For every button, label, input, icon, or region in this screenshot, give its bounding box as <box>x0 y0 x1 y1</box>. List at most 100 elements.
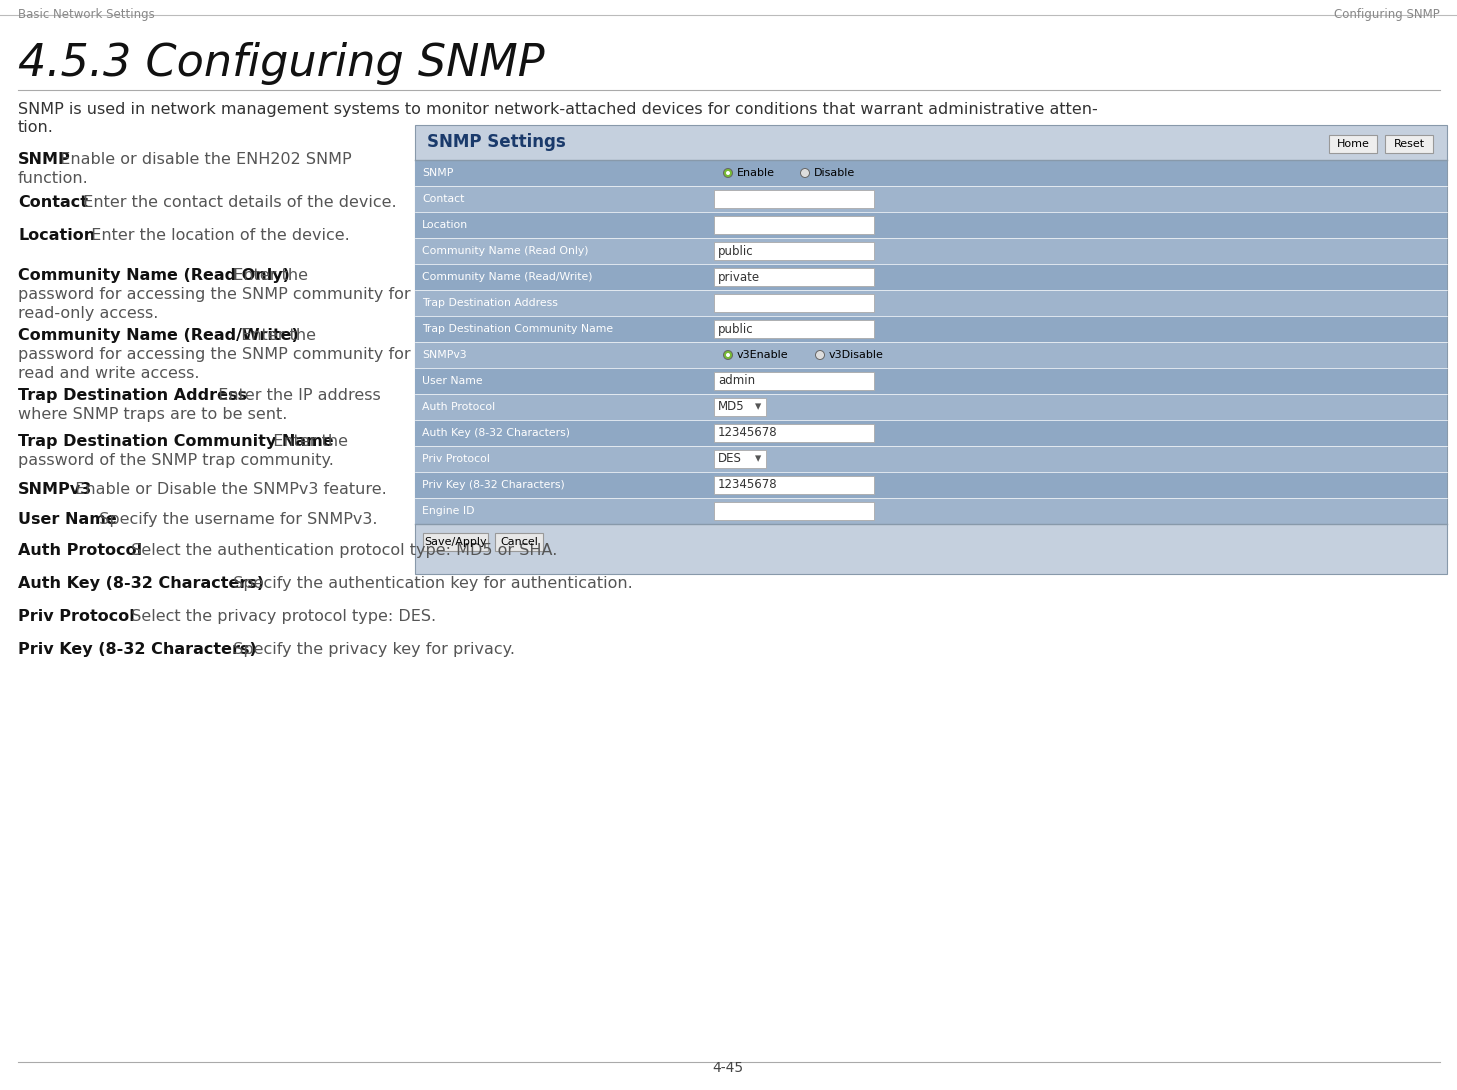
Bar <box>714 320 874 338</box>
Text: 12345678: 12345678 <box>718 479 778 492</box>
Text: SNMP is used in network management systems to monitor network-attached devices f: SNMP is used in network management syste… <box>17 102 1097 117</box>
Text: Specify the username for SNMPv3.: Specify the username for SNMPv3. <box>89 512 377 526</box>
Bar <box>714 502 874 520</box>
Circle shape <box>724 169 733 178</box>
Text: Location: Location <box>17 228 95 243</box>
Bar <box>415 125 1447 574</box>
Text: Disable: Disable <box>813 168 855 178</box>
Bar <box>710 498 1447 524</box>
Text: Select the authentication protocol type: MD5 or SHA.: Select the authentication protocol type:… <box>121 543 557 558</box>
Bar <box>415 186 710 211</box>
Bar <box>415 393 710 420</box>
Bar <box>710 446 1447 472</box>
Bar <box>710 342 1447 368</box>
Text: tion.: tion. <box>17 120 54 135</box>
Bar <box>714 216 874 234</box>
Bar <box>710 368 1447 393</box>
Bar <box>1386 135 1434 153</box>
Text: admin: admin <box>718 375 755 388</box>
Bar <box>415 290 710 316</box>
Bar <box>415 446 710 472</box>
Text: Specify the privacy key for privacy.: Specify the privacy key for privacy. <box>223 642 516 657</box>
Text: Reset: Reset <box>1393 140 1425 149</box>
Text: Enter the IP address: Enter the IP address <box>207 388 380 403</box>
Circle shape <box>726 353 730 358</box>
Bar <box>714 372 874 390</box>
Circle shape <box>726 171 730 175</box>
Bar <box>714 242 874 261</box>
Text: 4-45: 4-45 <box>712 1061 743 1075</box>
Text: SNMPv3: SNMPv3 <box>17 482 92 497</box>
Text: SNMP: SNMP <box>423 168 453 178</box>
Text: Community Name (Read/Write): Community Name (Read/Write) <box>17 328 299 343</box>
Text: SNMP: SNMP <box>17 152 71 167</box>
Bar <box>714 476 874 494</box>
Bar <box>710 472 1447 498</box>
Text: MD5: MD5 <box>718 400 745 413</box>
Bar <box>710 186 1447 211</box>
Bar <box>415 420 710 446</box>
Text: read and write access.: read and write access. <box>17 366 200 381</box>
Text: Enable or Disable the SNMPv3 feature.: Enable or Disable the SNMPv3 feature. <box>66 482 388 497</box>
Bar <box>415 498 710 524</box>
Text: User Name: User Name <box>17 512 117 526</box>
Text: password of the SNMP trap community.: password of the SNMP trap community. <box>17 453 334 468</box>
Bar <box>415 316 710 342</box>
Bar <box>415 472 710 498</box>
Bar <box>415 211 710 238</box>
Bar <box>415 368 710 393</box>
Text: 12345678: 12345678 <box>718 426 778 439</box>
Bar <box>415 264 710 290</box>
Text: Priv Key (8-32 Characters): Priv Key (8-32 Characters) <box>423 480 565 491</box>
Text: Cancel: Cancel <box>500 537 538 547</box>
Text: Auth Key (8-32 Characters): Auth Key (8-32 Characters) <box>423 428 570 438</box>
Text: Contact: Contact <box>17 195 87 210</box>
Bar <box>415 238 710 264</box>
Text: function.: function. <box>17 171 89 186</box>
Bar <box>495 533 543 552</box>
Text: DES: DES <box>718 452 742 465</box>
Text: Auth Protocol: Auth Protocol <box>423 402 495 412</box>
Text: v3Enable: v3Enable <box>736 350 788 360</box>
Text: Enter the: Enter the <box>223 268 309 283</box>
Text: read-only access.: read-only access. <box>17 306 159 320</box>
Bar <box>415 160 710 186</box>
Text: Save/Apply: Save/Apply <box>424 537 487 547</box>
Bar <box>714 294 874 312</box>
Text: public: public <box>718 323 753 336</box>
Text: Trap Destination Address: Trap Destination Address <box>17 388 248 403</box>
Bar <box>710 264 1447 290</box>
Bar <box>714 190 874 208</box>
Text: Auth Protocol: Auth Protocol <box>17 543 143 558</box>
Text: public: public <box>718 244 753 257</box>
Text: Select the privacy protocol type: DES.: Select the privacy protocol type: DES. <box>121 609 436 623</box>
Text: Engine ID: Engine ID <box>423 506 475 516</box>
Text: Enable: Enable <box>736 168 775 178</box>
Bar <box>714 450 766 468</box>
Text: ▾: ▾ <box>755 400 761 413</box>
Text: Trap Destination Address: Trap Destination Address <box>423 298 558 308</box>
Text: Contact: Contact <box>423 194 465 204</box>
Circle shape <box>800 169 810 178</box>
Bar <box>710 290 1447 316</box>
Text: password for accessing the SNMP community for: password for accessing the SNMP communit… <box>17 347 411 362</box>
Text: Enter the location of the device.: Enter the location of the device. <box>82 228 350 243</box>
Circle shape <box>816 351 825 360</box>
Text: Configuring SNMP: Configuring SNMP <box>1335 8 1440 21</box>
Text: Priv Protocol: Priv Protocol <box>423 455 490 464</box>
Bar <box>710 238 1447 264</box>
Text: Priv Protocol: Priv Protocol <box>17 609 134 623</box>
Bar <box>710 316 1447 342</box>
Bar <box>710 211 1447 238</box>
Text: Home: Home <box>1336 140 1370 149</box>
Text: Enter the: Enter the <box>232 328 316 343</box>
Bar <box>710 160 1447 186</box>
Text: Community Name (Read Only): Community Name (Read Only) <box>423 246 589 256</box>
Bar <box>714 268 874 286</box>
Circle shape <box>724 351 733 360</box>
Bar <box>1329 135 1377 153</box>
Text: Community Name (Read/Write): Community Name (Read/Write) <box>423 272 593 282</box>
Text: Basic Network Settings: Basic Network Settings <box>17 8 154 21</box>
Text: Priv Key (8-32 Characters): Priv Key (8-32 Characters) <box>17 642 256 657</box>
Text: Enter the contact details of the device.: Enter the contact details of the device. <box>73 195 396 210</box>
